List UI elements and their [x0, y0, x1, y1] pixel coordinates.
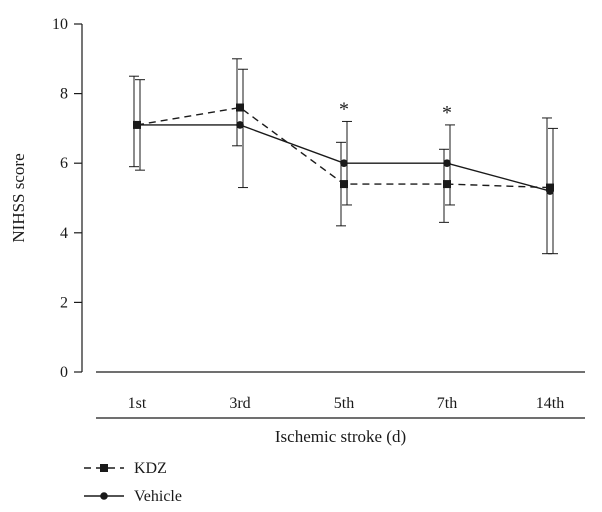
x-axis: 1st 3rd 5th 7th 14th Ischemic stroke (d)	[96, 371, 585, 446]
x-tick-label: 7th	[437, 395, 457, 412]
x-tick-label: 1st	[128, 395, 147, 412]
y-tick-label: 2	[60, 294, 68, 311]
y-tick-label: 0	[60, 364, 68, 381]
x-tick-label: 14th	[536, 395, 564, 412]
legend-marker-kdz	[100, 464, 108, 472]
y-tick-label: 10	[52, 16, 68, 33]
series-lines	[133, 103, 554, 195]
legend-label-vehicle: Vehicle	[134, 488, 182, 505]
y-tick-label: 4	[60, 225, 68, 242]
y-tick-label: 6	[60, 155, 68, 172]
significance-marker: *	[339, 98, 349, 120]
x-tick-label: 5th	[334, 395, 354, 412]
error-bars	[129, 58, 558, 255]
annotations: * *	[339, 98, 452, 123]
data-point-vehicle	[340, 159, 348, 167]
data-point-kdz	[340, 180, 348, 189]
y-tick-label: 8	[60, 86, 68, 103]
data-point-kdz	[443, 180, 451, 189]
data-point-kdz	[236, 103, 244, 112]
legend-marker-vehicle	[100, 492, 108, 500]
legend-label-kdz: KDZ	[134, 460, 167, 477]
data-point-vehicle	[236, 121, 244, 129]
data-point-vehicle	[443, 159, 451, 167]
data-point-vehicle	[133, 121, 141, 129]
x-tick-label: 3rd	[229, 395, 250, 412]
y-axis-label: NIHSS score	[9, 153, 28, 242]
significance-marker: *	[442, 102, 452, 124]
y-axis: 0 2 4 6 8 10 NIHSS score	[9, 16, 83, 381]
data-point-vehicle	[546, 187, 554, 195]
x-axis-label: Ischemic stroke (d)	[275, 427, 406, 446]
legend: KDZ Vehicle	[84, 460, 182, 505]
